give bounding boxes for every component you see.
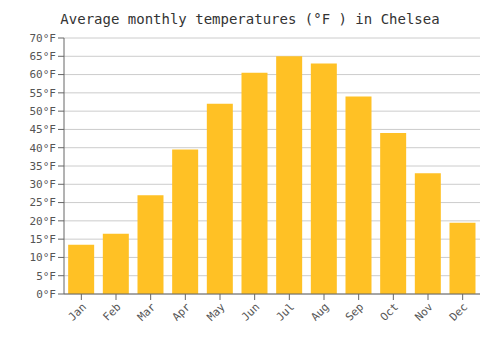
svg-text:Jul: Jul [274,300,297,323]
svg-text:20°F: 20°F [30,215,57,228]
svg-text:50°F: 50°F [30,105,57,118]
svg-text:Oct: Oct [378,300,401,323]
svg-text:55°F: 55°F [30,87,57,100]
svg-text:45°F: 45°F [30,123,57,136]
svg-text:40°F: 40°F [30,142,57,155]
svg-text:35°F: 35°F [30,160,57,173]
svg-text:25°F: 25°F [30,196,57,209]
svg-text:30°F: 30°F [30,178,57,191]
svg-text:Jun: Jun [239,300,262,323]
svg-text:Jan: Jan [66,300,89,323]
svg-text:Nov: Nov [412,300,436,324]
svg-text:May: May [204,300,228,324]
svg-text:Feb: Feb [100,300,123,323]
svg-text:60°F: 60°F [30,68,57,81]
svg-text:Sep: Sep [343,300,366,323]
svg-text:Dec: Dec [447,300,470,323]
html-text:Average monthly temperatures (: Average monthly temperatures (°F ) in Ch… [60,11,440,27]
svg-text:65°F: 65°F [30,50,57,63]
svg-text:5°F: 5°F [36,270,56,283]
svg-text:Apr: Apr [170,300,194,324]
svg-text:Mar: Mar [135,300,159,324]
svg-text:15°F: 15°F [30,233,57,246]
svg-text:70°F: 70°F [30,32,57,45]
svg-text:10°F: 10°F [30,251,57,264]
svg-text:Aug: Aug [308,300,331,323]
svg-text:0°F: 0°F [36,288,56,301]
